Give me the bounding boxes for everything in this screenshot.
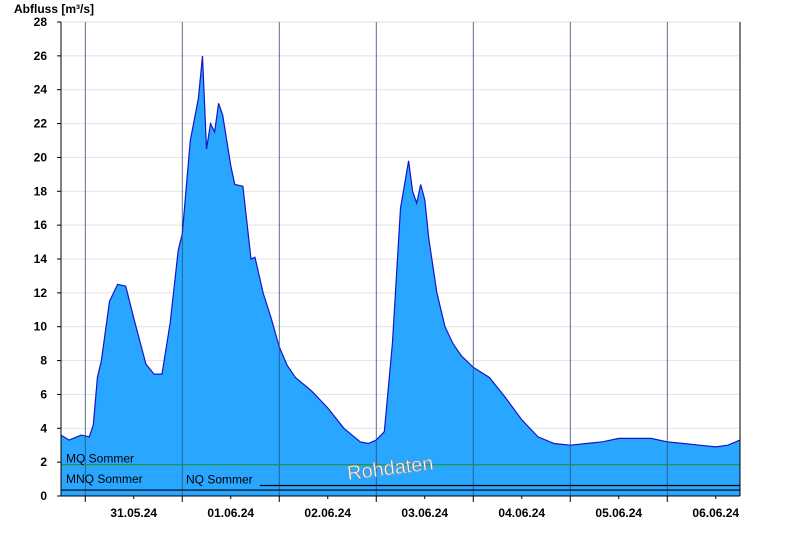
y-tick-label: 24: [34, 83, 48, 97]
y-tick-label: 22: [34, 117, 48, 131]
y-tick-label: 28: [34, 15, 48, 29]
y-tick-label: 26: [34, 49, 48, 63]
series-layer: [60, 55, 741, 497]
x-tick-label: 05.06.24: [595, 506, 642, 520]
x-tick-label: 04.06.24: [498, 506, 545, 520]
y-tick-label: 4: [40, 421, 47, 435]
y-tick-label: 20: [34, 150, 48, 164]
y-tick-label: 12: [34, 286, 48, 300]
x-ticks: 31.05.24 01.06.24 02.06.24 03.06.24 04.06.24…: [84, 496, 739, 520]
day-separators: [84, 22, 668, 496]
x-tick-label: 31.05.24: [110, 506, 157, 520]
mq-sommer-label: MQ Sommer: [66, 452, 134, 466]
reference-lines: MQ Sommer MNQ Sommer NQ Sommer: [61, 452, 740, 491]
discharge-line: [60, 55, 741, 448]
y-tick-label: 2: [40, 455, 47, 469]
y-tick-label: 8: [40, 354, 47, 368]
nq-sommer-label: NQ Sommer: [186, 473, 253, 487]
x-tick-label: 06.06.24: [692, 506, 739, 520]
x-tick-label: 02.06.24: [304, 506, 351, 520]
y-axis-label: Abfluss [m³/s]: [14, 2, 94, 16]
x-tick-label: 03.06.24: [401, 506, 448, 520]
y-tick-label: 18: [34, 184, 48, 198]
y-tick-label: 14: [34, 252, 48, 266]
y-tick-label: 6: [40, 387, 47, 401]
mnq-sommer-label: MNQ Sommer: [66, 472, 143, 486]
y-tick-label: 0: [40, 489, 47, 503]
y-tick-label: 10: [34, 320, 48, 334]
x-tick-label: 01.06.24: [207, 506, 254, 520]
y-tick-label: 16: [34, 218, 48, 232]
